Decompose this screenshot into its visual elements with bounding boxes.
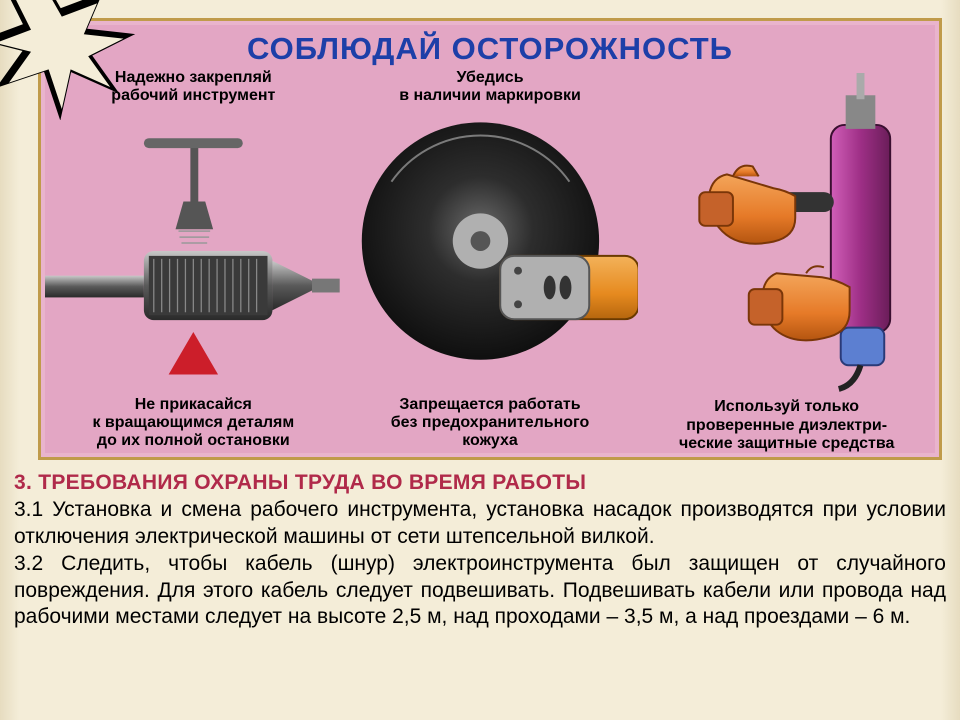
angle-grinder-graphic xyxy=(342,110,639,392)
paragraph-3-2: 3.2 Следить, чтобы кабель (шнур) электро… xyxy=(14,551,946,632)
poster-inner: СОБЛЮДАЙ ОСТОРОЖНОСТЬ Надежно закрепляй … xyxy=(45,25,935,453)
column-top-caption: Убедись в наличии маркировки xyxy=(399,69,581,106)
poster-column-3: Используй только проверенные диэлектри- … xyxy=(638,69,935,453)
column-bottom-caption: Используй только проверенные диэлектри- … xyxy=(679,398,894,453)
poster-title: СОБЛЮДАЙ ОСТОРОЖНОСТЬ xyxy=(45,31,935,67)
poster-column-2: Убедись в наличии маркировки xyxy=(342,69,639,453)
paragraph-3-1: 3.1 Установка и смена рабочего инструмен… xyxy=(14,497,946,551)
column-bottom-caption: Запрещается работать без предохранительн… xyxy=(391,396,590,451)
requirements-text: 3. ТРЕБОВАНИЯ ОХРАНЫ ТРУДА ВО ВРЕМЯ РАБО… xyxy=(14,470,946,631)
section-title: 3. ТРЕБОВАНИЯ ОХРАНЫ ТРУДА ВО ВРЕМЯ РАБО… xyxy=(14,470,946,497)
poster-column-1: Надежно закрепляй рабочий инструмент xyxy=(45,69,342,453)
drill-with-gloves-graphic xyxy=(638,73,935,394)
starburst-decoration xyxy=(0,0,170,120)
drill-chuck-graphic xyxy=(45,110,342,392)
safety-poster: СОБЛЮДАЙ ОСТОРОЖНОСТЬ Надежно закрепляй … xyxy=(38,18,942,460)
column-bottom-caption: Не прикасайся к вращающимся деталям до и… xyxy=(92,396,294,451)
poster-columns: Надежно закрепляй рабочий инструмент xyxy=(45,69,935,453)
